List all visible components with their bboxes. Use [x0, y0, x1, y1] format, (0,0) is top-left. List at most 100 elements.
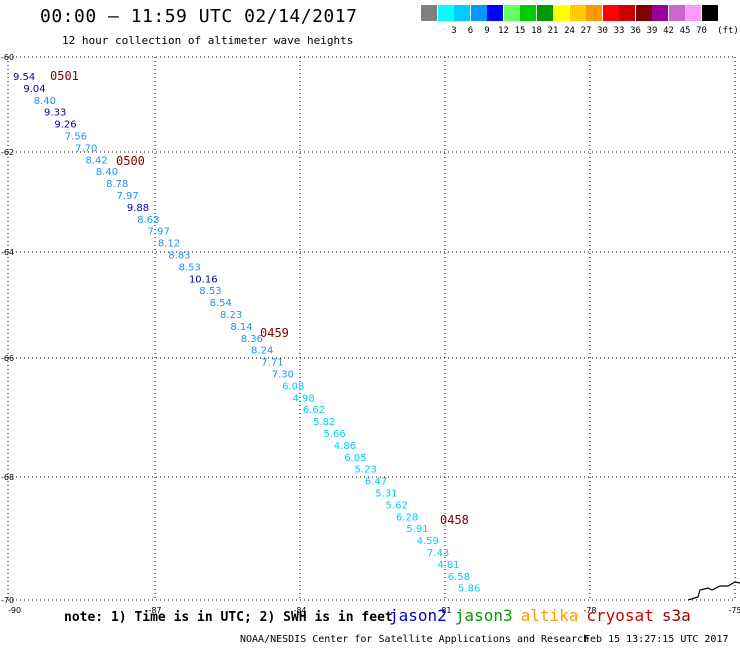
wave-height-value: 7.30	[272, 370, 294, 381]
y-tick-label: -68	[1, 473, 14, 482]
wave-height-value: 6.05	[344, 453, 366, 464]
wave-height-value: 5.66	[324, 429, 346, 440]
wave-height-value: 8.40	[96, 167, 118, 178]
wave-height-value: 5.62	[386, 500, 408, 511]
satellite-legend: jason2 jason3 altika cryosat s3a	[389, 606, 699, 625]
wave-height-value: 8.14	[230, 322, 252, 333]
wave-height-value: 6.28	[396, 512, 418, 523]
color-scale-label: 70	[696, 26, 707, 36]
map-grid	[7, 56, 736, 601]
units-note: note: 1) Time is in UTC; 2) SWH is in fe…	[64, 610, 393, 625]
wave-height-value: 7.70	[75, 143, 97, 154]
wave-height-value: 8.24	[251, 346, 273, 357]
color-scale-swatch	[652, 5, 668, 21]
wave-height-value: 9.88	[127, 203, 149, 214]
color-scale-swatch	[421, 5, 437, 21]
wave-height-value: 8.53	[179, 262, 201, 273]
legend-satellite-jason3: jason3	[454, 606, 513, 625]
color-scale-swatch	[487, 5, 503, 21]
color-scale-label: 15	[514, 26, 526, 36]
wave-height-value: 5.31	[375, 489, 397, 500]
wave-height-value: 7.71	[261, 358, 283, 369]
wave-height-value: 4.59	[417, 536, 439, 547]
color-scale-unit: (ft)	[717, 26, 739, 36]
color-scale-label: 21	[547, 26, 559, 36]
credit-line: NOAA/NESDIS Center for Satellite Applica…	[240, 634, 590, 645]
pass-time-label: 0459	[260, 326, 289, 340]
generated-timestamp: Feb 15 13:27:15 UTC 2017	[584, 634, 729, 645]
chart-title: 00:00 – 11:59 UTC 02/14/2017	[40, 6, 358, 27]
wave-height-value: 7.97	[117, 191, 139, 202]
y-tick-label: -64	[1, 248, 14, 257]
color-scale-swatch	[470, 5, 487, 21]
color-scale-swatch	[619, 5, 635, 21]
color-scale-swatch	[685, 5, 701, 21]
pass-time-label: 0500	[116, 154, 145, 168]
wave-height-value: 8.63	[137, 215, 159, 226]
wave-height-value: 5.23	[355, 465, 377, 476]
wave-height-value: 9.04	[23, 84, 45, 95]
color-scale-swatch	[668, 5, 685, 21]
wave-height-value: 4.98	[292, 393, 314, 404]
color-scale-label: 36	[630, 26, 641, 36]
wave-height-value: 5.86	[458, 584, 480, 595]
wave-height-value: 7.97	[148, 227, 170, 238]
wave-height-value: 8.78	[106, 179, 128, 190]
color-scale-label: 3	[451, 26, 457, 36]
color-scale-label: 12	[498, 26, 509, 36]
wave-height-value: 9.33	[44, 108, 66, 119]
x-tick-label: -84	[293, 606, 306, 615]
color-scale-swatch	[635, 5, 652, 21]
pass-time-label: 0501	[50, 69, 79, 83]
wave-height-value: 8.42	[85, 155, 107, 166]
wave-height-value: 8.54	[210, 298, 232, 309]
color-scale-swatch	[553, 5, 569, 21]
wave-height-value: 5.91	[406, 524, 428, 535]
x-tick-label: -81	[438, 606, 451, 615]
wave-height-value: 4.86	[334, 441, 356, 452]
y-tick-label: -60	[1, 53, 14, 62]
wave-height-value: 8.23	[220, 310, 242, 321]
color-scale-swatch	[586, 5, 602, 21]
x-tick-label: -78	[583, 606, 596, 615]
wave-height-value: 8.36	[241, 334, 263, 345]
color-scale-label: 39	[646, 26, 658, 36]
color-scale-swatch	[437, 5, 454, 21]
color-scale-label: 33	[613, 26, 625, 36]
wave-height-value: 4.81	[437, 560, 459, 571]
legend-satellite-cryosat: cryosat	[586, 606, 654, 625]
x-tick-label: -87	[148, 606, 161, 615]
color-scale-label: 6	[467, 26, 474, 36]
y-tick-label: -66	[1, 354, 14, 363]
pass-time-label: 0458	[440, 513, 469, 527]
wave-height-value: 8.53	[199, 286, 221, 297]
color-scale-swatch	[503, 5, 520, 21]
y-tick-label: -70	[1, 596, 14, 605]
color-scale-swatch	[701, 5, 718, 21]
y-tick-label: -62	[1, 148, 14, 157]
color-scale-label: 9	[484, 26, 490, 36]
x-tick-label: -90	[8, 606, 21, 615]
legend-satellite-altika: altika	[520, 606, 579, 625]
wave-height-value: 7.56	[65, 132, 87, 143]
color-scale-label: 30	[597, 26, 608, 36]
wave-height-value: 6.58	[448, 572, 470, 583]
color-scale-label: 18	[531, 26, 542, 36]
chart-subtitle: 12 hour collection of altimeter wave hei…	[62, 34, 354, 47]
axis-ticks: -90 -87 -84 -81 -78 -75 -60 -62 -64 -66 -68 -70	[1, 53, 740, 615]
color-scale-label: 27	[580, 26, 592, 36]
color-scale-label: 42	[663, 26, 674, 36]
altimeter-track: 9.549.048.409.339.267.567.708.428.408.78…	[13, 69, 480, 595]
wave-height-value: 8.12	[158, 239, 180, 250]
x-tick-label: -75	[728, 606, 740, 615]
color-scale-label: 24	[564, 26, 575, 36]
wave-height-value: 6.08	[282, 381, 304, 392]
color-scale-label: 45	[679, 26, 691, 36]
legend-satellite-s3a: s3a	[661, 606, 691, 625]
color-scale-swatch	[520, 5, 536, 21]
wave-height-value: 9.54	[13, 72, 35, 83]
wave-height-value: 10.16	[189, 274, 218, 285]
wave-height-value: 9.26	[54, 120, 76, 131]
wave-height-value: 5.82	[313, 417, 335, 428]
